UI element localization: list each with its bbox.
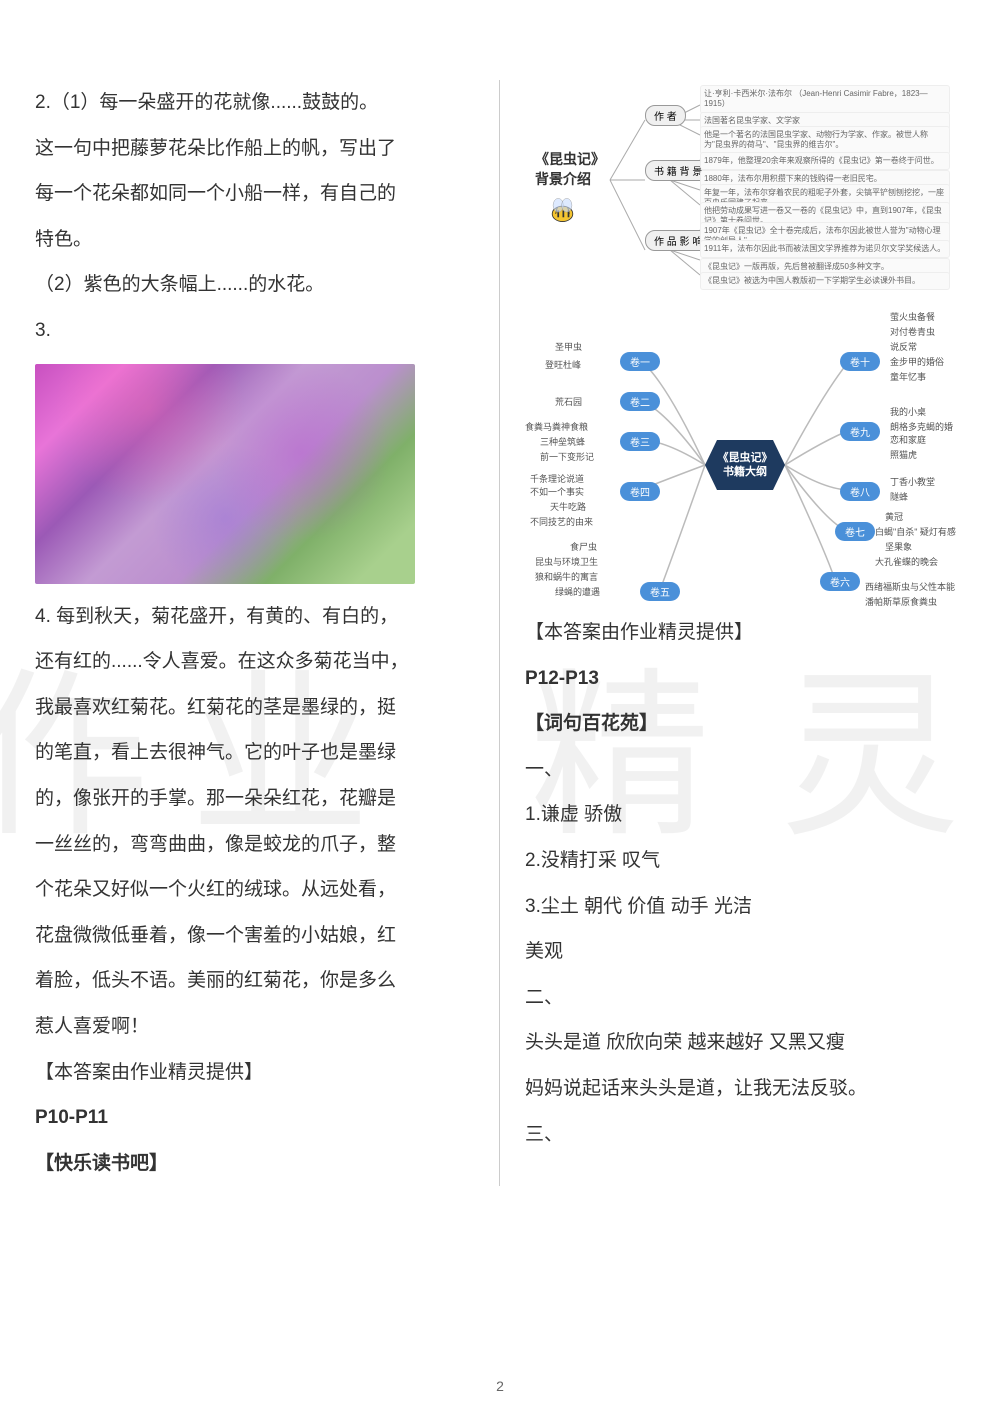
mindmap2-item: 千条理论说道 不如一个事实	[530, 472, 584, 498]
mindmap1-detail: 让·亨利·卡西米尔·法布尔 （Jean-Henri Casimir Fabre，…	[700, 85, 950, 114]
wisteria-flower-image	[35, 364, 415, 584]
mindmap2-item: 丁香小教堂	[890, 475, 935, 488]
text-line: 二、	[525, 975, 965, 1021]
mindmap2-item: 黄冠	[885, 510, 903, 523]
text-line: 惹人喜爱啊！	[35, 1004, 474, 1050]
left-column: 2.（1）每一朵盛开的花就像......鼓鼓的。 这一句中把藤萝花朵比作船上的帆…	[35, 80, 474, 1186]
mindmap2-chapter: 卷十	[840, 352, 880, 371]
mindmap2-item: 隧蜂	[890, 490, 908, 503]
page-reference: P12-P13	[525, 656, 965, 702]
mindmap2-chapter: 卷二	[620, 392, 660, 411]
text-line: 每一个花朵都如同一个小船一样，有自己的	[35, 171, 474, 217]
section-header: 【词句百花苑】	[525, 701, 965, 747]
mindmap2-item: 童年忆事	[890, 370, 926, 383]
mindmap2-chapter: 卷一	[620, 352, 660, 371]
mindmap2-item: 对付卷青虫	[890, 325, 935, 338]
mindmap2-item: 说反常	[890, 340, 917, 353]
mindmap2-item: 萤火虫备餐	[890, 310, 935, 323]
mindmap2-chapter: 卷八	[840, 482, 880, 501]
mindmap1-node-author: 作 者	[645, 105, 686, 126]
mindmap2-item: 绿蝇的遭遇	[555, 585, 600, 598]
mindmap2-center: 《昆虫记》 书籍大纲	[705, 440, 785, 490]
text-line: 的，像张开的手掌。那一朵朵红花，花瓣是	[35, 776, 474, 822]
mindmap2-item: 白蝎"自杀" 疑灯有感	[875, 525, 956, 538]
page-reference: P10-P11	[35, 1095, 474, 1141]
text-line: 4. 每到秋天，菊花盛开，有黄的、有白的，	[35, 594, 474, 640]
text-line: 一丝丝的，弯弯曲曲，像是蛟龙的爪子，整	[35, 822, 474, 868]
mindmap2-chapter: 卷五	[640, 582, 680, 601]
text-line: 头头是道 欣欣向荣 越来越好 又黑又瘦	[525, 1020, 965, 1066]
text-line: 2.没精打采 叹气	[525, 838, 965, 884]
mindmap2-item: 朗格多克蝎的婚 恋和家庭	[890, 420, 953, 446]
mindmap2-chapter: 卷六	[820, 572, 860, 591]
mindmap1-detail: 1879年，他整理20余年来观察所得的《昆虫记》第一卷终于问世。	[700, 152, 950, 170]
mindmap2-item: 圣甲虫	[555, 340, 582, 353]
mindmap2-item: 昆虫与环境卫生	[535, 555, 598, 568]
text-line: 3.尘土 朝代 价值 动手 光洁	[525, 884, 965, 930]
text-line: 三、	[525, 1112, 965, 1158]
mindmap2-item: 食尸虫	[570, 540, 597, 553]
mindmap2-item: 登旺杜峰	[545, 358, 581, 371]
text-line: 个花朵又好似一个火红的绒球。从远处看，	[35, 867, 474, 913]
mindmap2-item: 荒石园	[555, 395, 582, 408]
mindmap-background-intro: 《昆虫记》 背景介绍 作 者 书 籍 背 景 作 品 影 响 让·亨利·卡西米尔…	[525, 80, 965, 290]
mindmap2-item: 不同技艺的由来	[530, 515, 593, 528]
text-line: 还有红的......令人喜爱。在这众多菊花当中，	[35, 639, 474, 685]
mindmap2-chapter: 卷九	[840, 422, 880, 441]
mindmap2-item: 三种垒筑蜂	[540, 435, 585, 448]
right-column: 《昆虫记》 背景介绍 作 者 书 籍 背 景 作 品 影 响 让·亨利·卡西米尔…	[525, 80, 965, 1186]
mindmap2-chapter: 卷七	[835, 522, 875, 541]
mindmap2-item: 狼和蜗牛的寓言	[535, 570, 598, 583]
page-container: 2.（1）每一朵盛开的花就像......鼓鼓的。 这一句中把藤萝花朵比作船上的帆…	[0, 0, 1000, 1226]
bee-icon	[545, 195, 580, 225]
mindmap2-item: 我的小桌	[890, 405, 926, 418]
text-line: 花盘微微低垂着，像一个害羞的小姑娘，红	[35, 913, 474, 959]
text-line: 妈妈说起话来头头是道，让我无法反驳。	[525, 1066, 965, 1112]
text-line: 这一句中把藤萝花朵比作船上的帆，写出了	[35, 126, 474, 172]
mindmap1-detail: 他是一个著名的法国昆虫学家、动物行为学家、作家。被世人称为"昆虫界的荷马"、"昆…	[700, 126, 950, 155]
text-line: 的笔直，看上去很神气。它的叶子也是墨绿	[35, 730, 474, 776]
mindmap1-title: 《昆虫记》 背景介绍	[535, 150, 605, 189]
mindmap2-item: 天牛吃路	[550, 500, 586, 513]
mindmap2-item: 西绪福斯虫与父性本能	[865, 580, 955, 593]
mindmap2-item: 照猫虎	[890, 448, 917, 461]
column-divider	[499, 80, 500, 1186]
text-line: 1.谦虚 骄傲	[525, 792, 965, 838]
text-line: 着脸，低头不语。美丽的红菊花，你是多么	[35, 958, 474, 1004]
mindmap2-item: 前一下变形记	[540, 450, 594, 463]
mindmap2-item: 潘帕斯草原食粪虫	[865, 595, 937, 608]
mindmap2-chapter: 卷三	[620, 432, 660, 451]
mindmap2-item: 大孔雀蝶的晚会	[875, 555, 938, 568]
mindmap2-item: 坚果象	[885, 540, 912, 553]
text-line: 2.（1）每一朵盛开的花就像......鼓鼓的。	[35, 80, 474, 126]
mindmap2-item: 金步甲的婚俗	[890, 355, 944, 368]
section-header: 【快乐读书吧】	[35, 1141, 474, 1187]
credit-line: 【本答案由作业精灵提供】	[525, 610, 965, 656]
mindmap1-detail: 1911年，法布尔因此书而被法国文学界推荐为诺贝尔文学奖候选人。	[700, 240, 950, 258]
mindmap2-chapter: 卷四	[620, 482, 660, 501]
text-line: 一、	[525, 747, 965, 793]
mindmap1-detail: 《昆虫记》被选为中国人教版初一下学期学生必读课外书目。	[700, 272, 950, 290]
text-line: （2）紫色的大条幅上......的水花。	[35, 262, 474, 308]
mindmap2-item: 食粪马粪神食粮	[525, 420, 588, 433]
credit-line: 【本答案由作业精灵提供】	[35, 1050, 474, 1096]
text-line: 特色。	[35, 217, 474, 263]
page-number: 2	[496, 1378, 504, 1394]
text-line: 我最喜欢红菊花。红菊花的茎是墨绿的，挺	[35, 685, 474, 731]
text-line: 美观	[525, 929, 965, 975]
mindmap-book-outline: 《昆虫记》 书籍大纲 卷一 卷二 卷三 卷四 卷五 卷六 卷七 卷八 卷九 卷十…	[525, 300, 965, 610]
text-line: 3.	[35, 308, 474, 354]
